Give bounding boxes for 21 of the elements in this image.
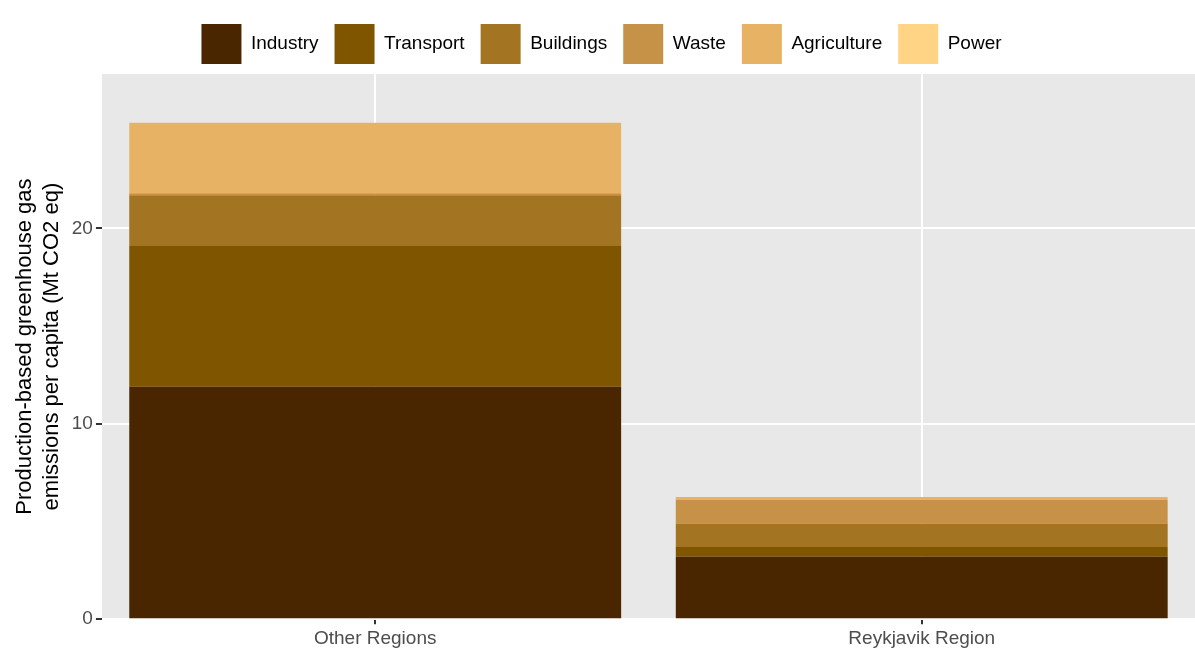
y-axis-title: Production-based greenhouse gas emissions per capita (Mt CO2 eq) — [11, 178, 63, 515]
x-tick-label: Other Regions — [313, 626, 437, 648]
legend-label: Transport — [384, 32, 466, 54]
y-tick-label: 20 — [71, 216, 93, 238]
bar — [675, 523, 1168, 547]
legend-label: Buildings — [530, 32, 608, 54]
bar — [675, 497, 1168, 500]
bar — [129, 195, 622, 246]
y-tick-label: 0 — [82, 607, 93, 629]
y-tick-label: 10 — [71, 412, 93, 434]
bar — [675, 546, 1168, 557]
legend-label: Industry — [250, 32, 320, 54]
bar — [129, 245, 622, 387]
x-tick-label: Reykjavik Region — [848, 626, 996, 648]
bar — [129, 386, 622, 619]
legend-label: Waste — [672, 32, 726, 54]
legend-label: Agriculture — [791, 32, 883, 54]
bar — [675, 500, 1168, 524]
bar — [675, 556, 1168, 619]
bar — [129, 122, 622, 194]
legend-label: Power — [947, 32, 1003, 54]
